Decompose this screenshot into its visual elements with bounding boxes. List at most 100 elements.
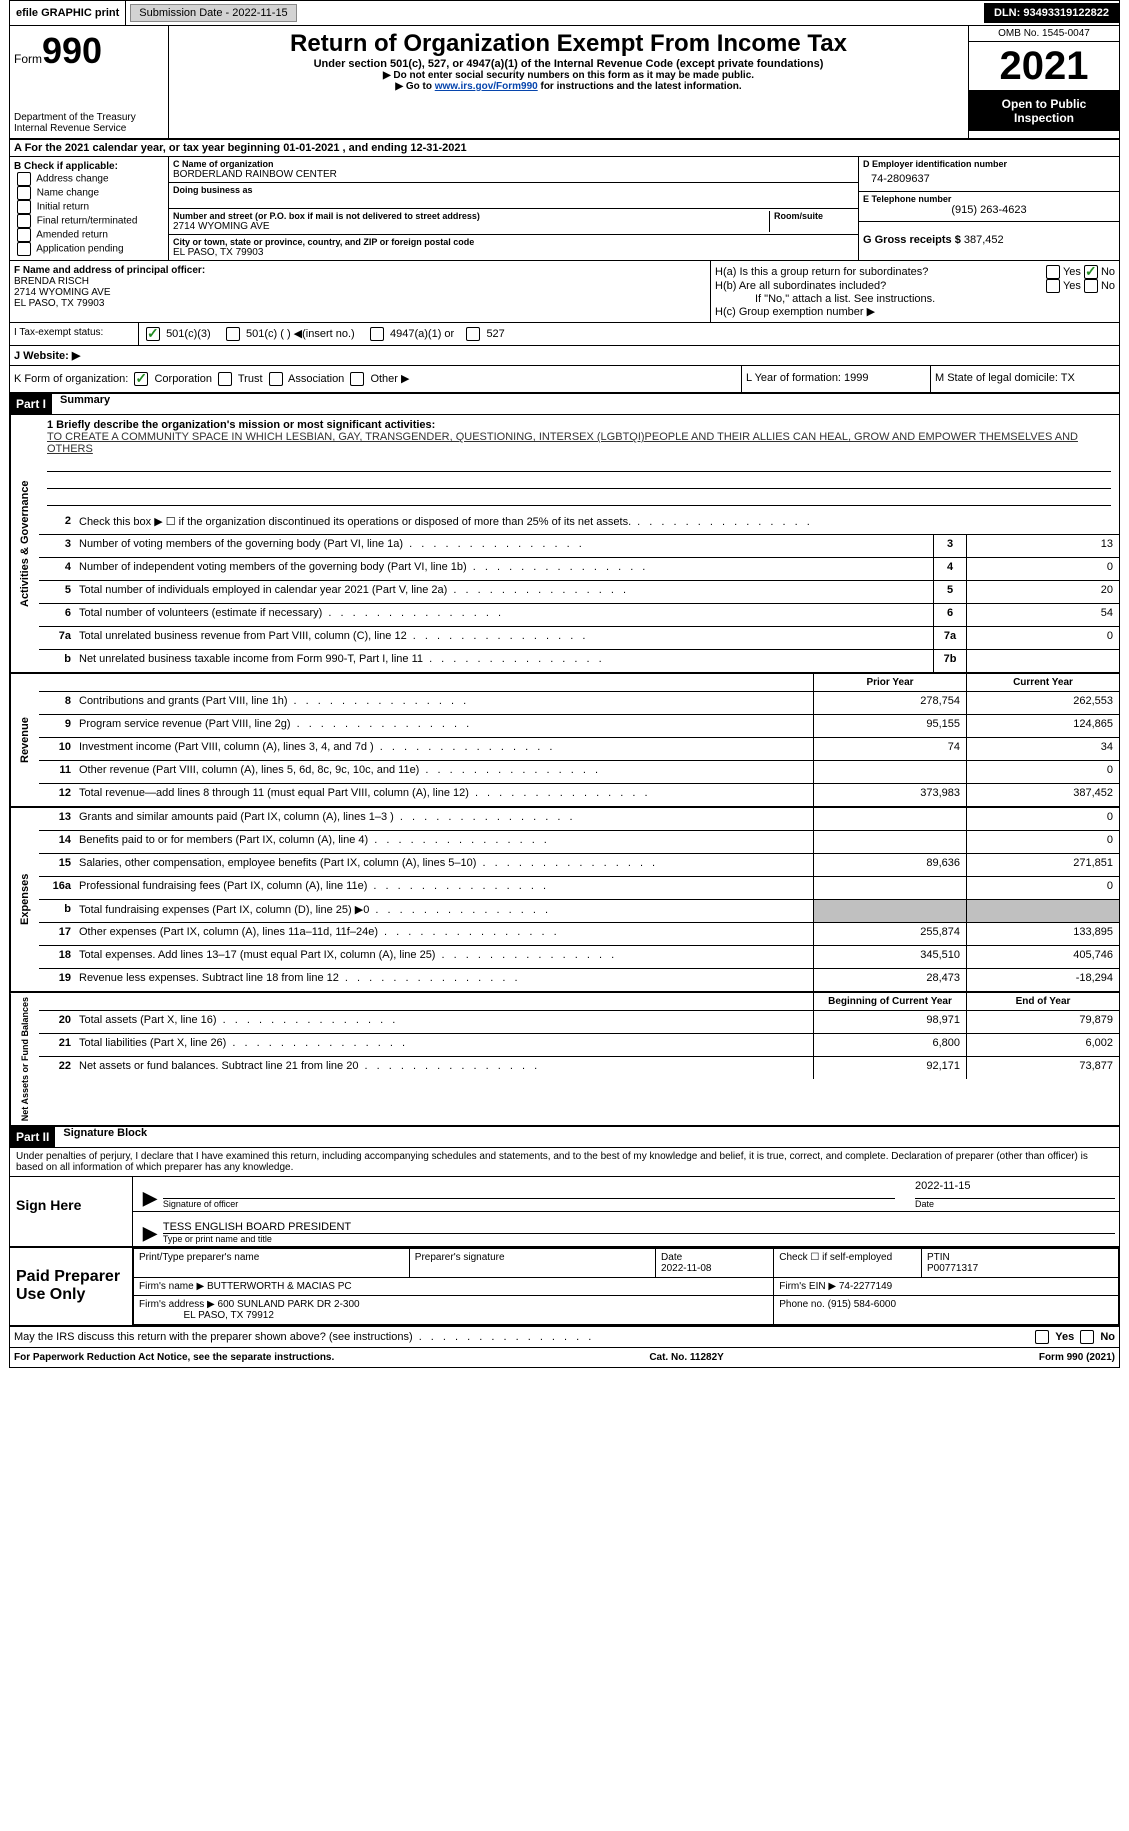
mission-block: 1 Briefly describe the organization's mi… — [39, 415, 1119, 512]
form-990-page: efile GRAPHIC print Submission Date - 20… — [9, 0, 1120, 1368]
part-1-title: Summary — [52, 394, 110, 414]
hb-yes[interactable] — [1046, 279, 1060, 293]
footer-left: For Paperwork Reduction Act Notice, see … — [14, 1352, 334, 1363]
tax-year: 2021 — [969, 42, 1119, 91]
current-val: 0 — [966, 877, 1119, 899]
sign-here-label: Sign Here — [10, 1177, 133, 1246]
opt-address-change[interactable]: Address change — [14, 172, 164, 186]
line-desc: Total liabilities (Part X, line 26) — [75, 1034, 813, 1056]
prep-check-label: Check ☐ if self-employed — [774, 1249, 922, 1278]
line-box: 7b — [933, 650, 966, 672]
firm-city: EL PASO, TX 79912 — [183, 1310, 273, 1321]
ha-yes[interactable] — [1046, 265, 1060, 279]
opt-name-change[interactable]: Name change — [14, 186, 164, 200]
line-desc: Total assets (Part X, line 16) — [75, 1011, 813, 1033]
line-val: 13 — [966, 535, 1119, 557]
ha-label: H(a) Is this a group return for subordin… — [715, 266, 1043, 278]
chk-assoc[interactable] — [269, 372, 283, 386]
line-box: 6 — [933, 604, 966, 626]
hb-no[interactable] — [1084, 279, 1098, 293]
city: EL PASO, TX 79903 — [173, 247, 854, 258]
summary-row: 16a Professional fundraising fees (Part … — [39, 877, 1119, 900]
column-c: C Name of organization BORDERLAND RAINBO… — [169, 157, 858, 260]
discuss-no[interactable] — [1080, 1330, 1094, 1344]
m-state: M State of legal domicile: TX — [931, 366, 1119, 392]
open-inspection: Open to Public Inspection — [969, 91, 1119, 131]
line-desc: Total number of volunteers (estimate if … — [75, 604, 933, 626]
line-box: 5 — [933, 581, 966, 603]
opt-final-return[interactable]: Final return/terminated — [14, 214, 164, 228]
row-a: A For the 2021 calendar year, or tax yea… — [10, 140, 1119, 157]
line-desc: Contributions and grants (Part VIII, lin… — [75, 692, 813, 714]
line-num: 21 — [39, 1034, 75, 1056]
chk-corp[interactable] — [134, 372, 148, 386]
opt-application-pending[interactable]: Application pending — [14, 242, 164, 256]
current-val: 73,877 — [966, 1057, 1119, 1079]
chk-4947[interactable] — [370, 327, 384, 341]
form-header: Form990 Department of the Treasury Inter… — [10, 26, 1119, 140]
arrow-icon: ▶ — [137, 1188, 163, 1209]
line-val: 20 — [966, 581, 1119, 603]
summary-row: 7a Total unrelated business revenue from… — [39, 627, 1119, 650]
summary-row: 22 Net assets or fund balances. Subtract… — [39, 1057, 1119, 1079]
current-val: 0 — [966, 808, 1119, 830]
line-val: 0 — [966, 627, 1119, 649]
ha-no[interactable] — [1084, 265, 1098, 279]
governance-block: Activities & Governance 1 Briefly descri… — [10, 415, 1119, 674]
part-2-header: Part II Signature Block — [10, 1127, 1119, 1148]
tax-exempt-options: 501(c)(3) 501(c) ( ) ◀(insert no.) 4947(… — [138, 323, 1119, 345]
prior-val — [813, 831, 966, 853]
opt-amended-return[interactable]: Amended return — [14, 228, 164, 242]
print-name-label: Type or print name and title — [163, 1234, 1115, 1244]
submission-date-button[interactable]: Submission Date - 2022-11-15 — [130, 4, 296, 22]
row-j: J Website: ▶ — [10, 346, 1119, 366]
chk-527[interactable] — [466, 327, 480, 341]
part-1-header: Part I Summary — [10, 394, 1119, 415]
discuss-yes[interactable] — [1035, 1330, 1049, 1344]
summary-row: 8 Contributions and grants (Part VIII, l… — [39, 692, 1119, 715]
line-desc: Other expenses (Part IX, column (A), lin… — [75, 923, 813, 945]
chk-501c[interactable] — [226, 327, 240, 341]
begin-year-header: Beginning of Current Year — [813, 993, 966, 1010]
side-governance: Activities & Governance — [10, 415, 39, 672]
chk-other[interactable] — [350, 372, 364, 386]
column-b: B Check if applicable: Address change Na… — [10, 157, 169, 260]
addr-label: Number and street (or P.O. box if mail i… — [173, 211, 769, 221]
form-number: 990 — [42, 30, 102, 71]
line-num: 4 — [39, 558, 75, 580]
firm-addr: 600 SUNLAND PARK DR 2-300 — [218, 1299, 360, 1310]
line-num: b — [39, 650, 75, 672]
irs-link[interactable]: www.irs.gov/Form990 — [435, 81, 538, 92]
side-revenue: Revenue — [10, 674, 39, 806]
line-num: 14 — [39, 831, 75, 853]
check-applicable-label: B Check if applicable: — [14, 161, 164, 172]
column-d: D Employer identification number 74-2809… — [858, 157, 1119, 260]
line-desc: Professional fundraising fees (Part IX, … — [75, 877, 813, 899]
line-desc: Total fundraising expenses (Part IX, col… — [75, 900, 813, 922]
sign-date: 2022-11-15 — [915, 1180, 1115, 1199]
ein: 74-2809637 — [863, 169, 1115, 189]
current-val: 262,553 — [966, 692, 1119, 714]
end-year-header: End of Year — [966, 993, 1119, 1010]
hc-label: H(c) Group exemption number ▶ — [715, 305, 1115, 318]
opt-initial-return[interactable]: Initial return — [14, 200, 164, 214]
date-label: Date — [915, 1199, 1115, 1209]
prior-val: 278,754 — [813, 692, 966, 714]
line-box: 7a — [933, 627, 966, 649]
side-netassets: Net Assets or Fund Balances — [10, 993, 39, 1125]
line-desc: Other revenue (Part VIII, column (A), li… — [75, 761, 813, 783]
summary-row: 9 Program service revenue (Part VIII, li… — [39, 715, 1119, 738]
phone-label: E Telephone number — [863, 194, 1115, 204]
officer-label: F Name and address of principal officer: — [14, 265, 205, 276]
chk-501c3[interactable] — [146, 327, 160, 341]
line-num: 8 — [39, 692, 75, 714]
line-desc: Revenue less expenses. Subtract line 18 … — [75, 969, 813, 991]
summary-row: 15 Salaries, other compensation, employe… — [39, 854, 1119, 877]
summary-row: 12 Total revenue—add lines 8 through 11 … — [39, 784, 1119, 806]
summary-row: b Net unrelated business taxable income … — [39, 650, 1119, 672]
line-num: 2 — [39, 512, 75, 534]
line-num: 12 — [39, 784, 75, 806]
chk-trust[interactable] — [218, 372, 232, 386]
line-num: 20 — [39, 1011, 75, 1033]
line-desc: Net unrelated business taxable income fr… — [75, 650, 933, 672]
